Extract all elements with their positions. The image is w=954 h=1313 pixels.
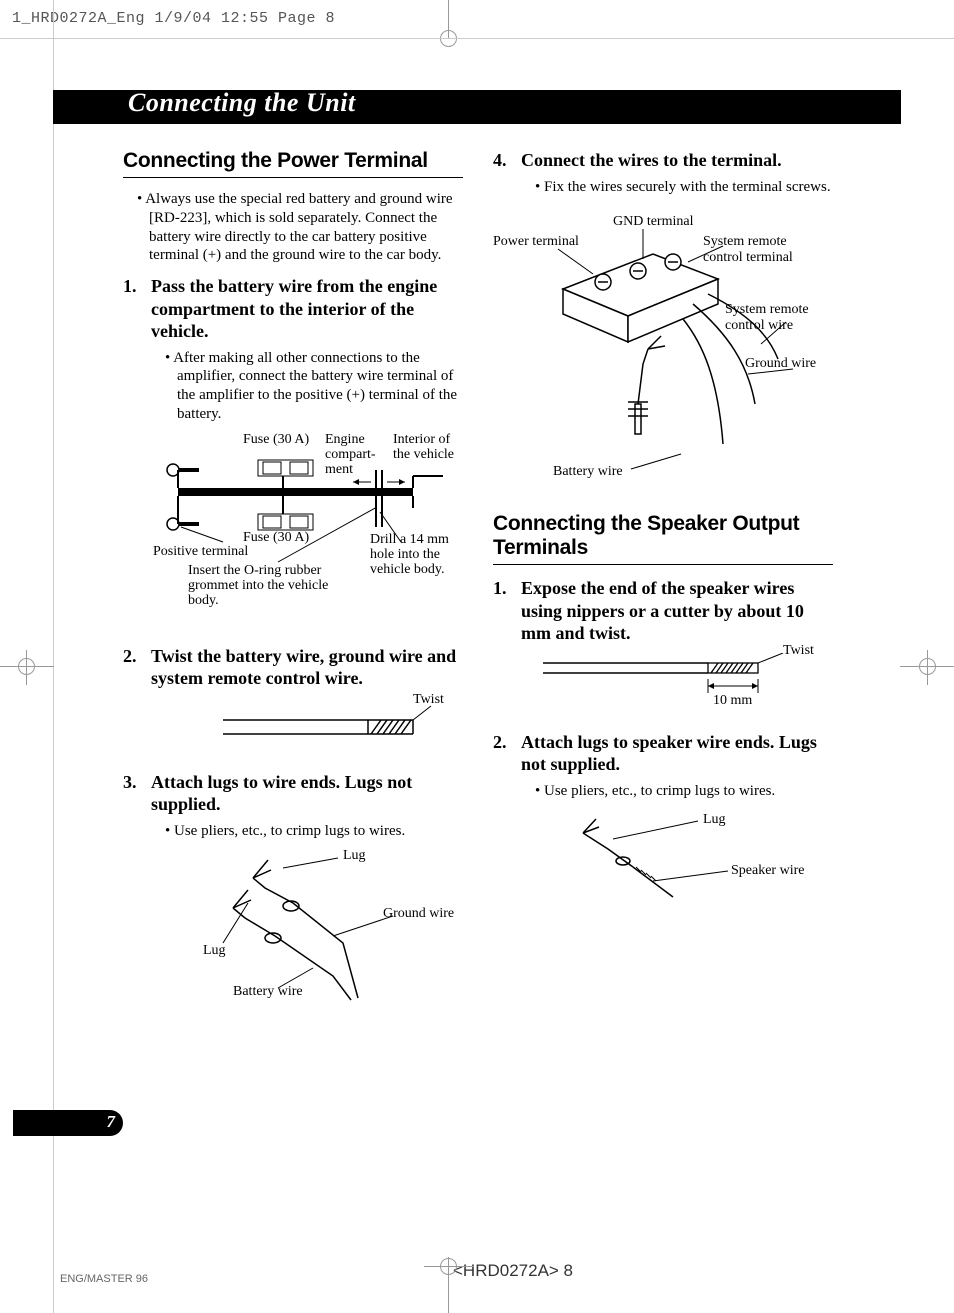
step-sub: Use pliers, etc., to crimp lugs to wires… [535,782,833,801]
step-number: 3. [123,771,151,816]
step-number: 4. [493,149,521,172]
fig-label: Ground wire [383,906,454,921]
footer-id: <HRD0272A> 8 [453,1261,573,1281]
step-title: Attach lugs to wire ends. Lugs not suppl… [151,771,463,816]
fig-label: Drill a 14 mm hole into the vehicle body… [370,532,465,578]
fig-label: Lug [343,848,366,863]
chapter-title-bar: Connecting the Unit [53,90,901,124]
section-heading: Connecting the Speaker Output Terminals [493,512,833,560]
figure-speaker-lug [563,809,813,909]
page-content: Connecting the Unit Connecting the Power… [53,60,901,1026]
step-title: Twist the battery wire, ground wire and … [151,645,463,690]
fig-label: Positive terminal [153,544,248,559]
fig-label: 10 mm [713,693,752,708]
figure-twist-wire [213,698,443,753]
left-column: Connecting the Power Terminal Always use… [123,149,463,1026]
intro-bullet: Always use the special red battery and g… [137,190,463,265]
step-title: Attach lugs to speaker wire ends. Lugs n… [521,731,833,776]
figure-strip-wire [533,653,813,713]
fig-label: Fuse (30 A) [243,432,309,447]
step-sub: Fix the wires securely with the terminal… [535,178,833,197]
step-number: 1. [493,577,521,645]
section-heading: Connecting the Power Terminal [123,149,463,173]
page-number-tab: 7 [13,1110,123,1136]
chapter-title: Connecting the Unit [128,88,356,118]
step-sub: Use pliers, etc., to crimp lugs to wires… [165,822,463,841]
fig-label: Battery wire [553,464,623,479]
fig-label: Insert the O-ring rubber grommet into th… [188,563,348,609]
print-slug: 1_HRD0272A_Eng 1/9/04 12:55 Page 8 [12,10,335,27]
crop-mark [927,650,928,685]
fig-label: Lug [703,812,726,827]
page-number: 7 [107,1112,116,1132]
step-title: Pass the battery wire from the engine co… [151,275,463,343]
fig-label: System remote control wire [725,302,825,333]
fig-label: System remote control terminal [703,234,803,265]
heading-rule [493,564,833,565]
step-number: 2. [123,645,151,690]
crop-mark [26,650,27,685]
footer-code: ENG/MASTER 96 [60,1273,148,1285]
fig-label: Ground wire [745,356,816,371]
fig-label: GND terminal [613,214,693,229]
fig-label: Interior of the vehicle [393,432,463,463]
step-number: 1. [123,275,151,343]
crop-mark [424,1266,474,1267]
step-number: 2. [493,731,521,776]
fig-label: Battery wire [233,984,303,999]
fig-label: Engine compart-ment [325,432,385,478]
fig-label: Fuse (30 A) [243,530,309,545]
crop-mark [0,38,954,39]
step-title: Connect the wires to the terminal. [521,149,833,172]
fig-label: Lug [203,943,226,958]
step-sub: After making all other connections to th… [165,349,463,424]
fig-label: Power terminal [493,234,579,249]
right-column: 4. Connect the wires to the terminal. Fi… [493,149,833,1026]
fig-label: Speaker wire [731,863,804,878]
heading-rule [123,177,463,178]
fig-label: Twist [783,643,814,658]
crop-mark [0,666,54,667]
fig-label: Twist [413,692,444,707]
step-title: Expose the end of the speaker wires usin… [521,577,833,645]
